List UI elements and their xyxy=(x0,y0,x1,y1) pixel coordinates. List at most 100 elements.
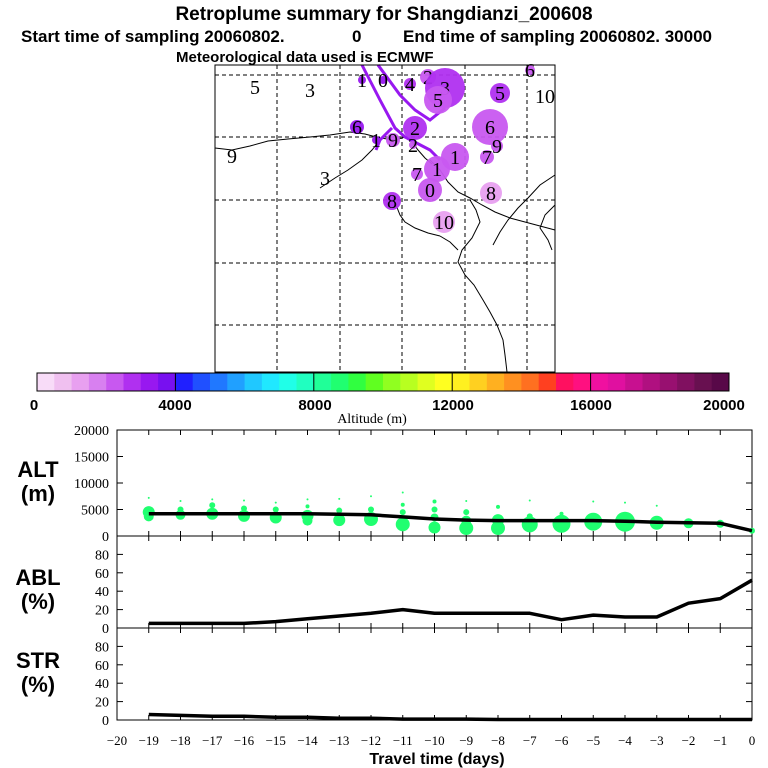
altitude-scatter-point xyxy=(459,521,474,536)
altitude-scatter-point xyxy=(338,497,341,500)
x-tick-label: −13 xyxy=(329,733,349,748)
map-grid xyxy=(215,65,555,372)
map-marker-label: 5 xyxy=(250,77,260,99)
map-marker-label: 0 xyxy=(378,70,388,92)
map-marker-label: 3 xyxy=(320,168,330,190)
colorbar-cell xyxy=(175,373,194,391)
map-marker-label: 6 xyxy=(485,117,495,139)
altitude-scatter-point xyxy=(370,495,372,498)
x-tick-label: −10 xyxy=(424,733,444,748)
series-line xyxy=(148,578,753,626)
altitude-scatter-point xyxy=(431,506,438,513)
colorbar-tick-label: 8000 xyxy=(298,397,331,414)
colorbar-cell xyxy=(365,373,384,391)
y-tick-label: 0 xyxy=(102,714,109,729)
y-tick-label: 0 xyxy=(102,622,109,637)
map-marker-label: 1 xyxy=(432,159,442,181)
y-tick-label: 15000 xyxy=(74,451,109,466)
map-marker-label: 1 xyxy=(357,70,367,92)
colorbar-cell xyxy=(711,373,730,391)
map-marker-label: 8 xyxy=(387,191,397,213)
altitude-scatter-point xyxy=(559,511,564,516)
map-plume-circle xyxy=(490,83,510,103)
colorbar-cell xyxy=(313,373,332,391)
time-series-panels: 0 5000 10000 15000 20000 0 20 40 60 80 0 20 40 60 80 −2… xyxy=(74,424,755,748)
colorbar-cell xyxy=(261,373,280,391)
coastline xyxy=(214,131,556,373)
x-tick-label: −2 xyxy=(682,733,696,748)
map-marker-label: 5 xyxy=(433,90,443,112)
altitude-scatter-point xyxy=(399,509,406,516)
altitude-scatter-point xyxy=(211,498,214,501)
altitude-scatter-point xyxy=(528,499,531,502)
altitude-scatter-point xyxy=(463,509,470,516)
y-tick-label: 80 xyxy=(95,548,109,563)
map-plume-circle xyxy=(350,120,364,134)
altitude-scatter-point xyxy=(302,515,313,526)
colorbar-cell xyxy=(71,373,90,391)
map-plume-circle xyxy=(424,86,452,114)
colorbar-cell xyxy=(659,373,678,391)
altitude-scatter-point xyxy=(395,517,410,532)
end-time-label: End time of sampling 20060802. 30000 xyxy=(403,27,712,46)
y-tick-label: 20 xyxy=(95,696,109,711)
colorbar-cell xyxy=(625,373,643,391)
y-tick-label: 60 xyxy=(95,567,109,582)
map-plume-circle xyxy=(418,178,442,202)
colorbar-tick-label: 4000 xyxy=(158,397,191,414)
y-tick-label: 40 xyxy=(95,585,109,600)
map-marker-label: 10 xyxy=(434,212,454,234)
y-tick-label: 5000 xyxy=(81,504,109,519)
colorbar-tick-label: 12000 xyxy=(432,397,474,414)
map-plume-circle xyxy=(411,168,423,180)
altitude-scatter-point xyxy=(177,506,184,513)
x-tick-label: −7 xyxy=(523,733,537,748)
x-tick-label: −14 xyxy=(297,733,318,748)
altitude-scatter-point xyxy=(306,498,309,501)
start-time-label: Start time of sampling 20060802. xyxy=(21,27,285,46)
colorbar-cells xyxy=(37,373,730,391)
map-marker-label: 1 xyxy=(371,130,381,152)
colorbar-cell xyxy=(504,373,522,391)
alt-panel-label: ALT xyxy=(17,457,59,482)
map-marker-label: 8 xyxy=(486,183,496,205)
colorbar-cell xyxy=(469,373,488,391)
x-tick-label: −4 xyxy=(618,733,632,748)
colorbar-cell xyxy=(227,373,246,391)
colorbar-ticks xyxy=(36,373,730,391)
map-marker-label: 10 xyxy=(535,86,555,108)
str-panel-unit: (%) xyxy=(21,672,55,697)
x-tick-label: −19 xyxy=(139,733,159,748)
map-marker-label: 3 xyxy=(305,80,315,102)
panel-frame xyxy=(116,627,753,721)
map-plume-circle xyxy=(358,76,366,84)
colorbar-cell xyxy=(694,373,713,391)
start-time-value: 0 xyxy=(352,27,361,46)
x-tick-label: −11 xyxy=(393,733,413,748)
colorbar-cell xyxy=(486,373,505,391)
map-panel: 531042355610669192217937108810 xyxy=(214,60,556,373)
map-marker-label: 2 xyxy=(408,135,418,157)
map-marker-label: 9 xyxy=(388,130,398,152)
x-tick-label: −12 xyxy=(361,733,381,748)
colorbar-tick-label: 20000 xyxy=(703,397,745,414)
colorbar-cell xyxy=(383,373,401,391)
x-tick-label: −3 xyxy=(650,733,664,748)
altitude-scatter-point xyxy=(526,513,533,520)
colorbar-cell xyxy=(538,373,557,391)
altitude-scatter-point xyxy=(655,504,658,507)
abl-panel-label: ABL xyxy=(15,565,60,590)
x-tick-label: −15 xyxy=(266,733,286,748)
map-marker-label: 0 xyxy=(425,180,435,202)
map-plume-circle xyxy=(480,150,494,164)
colorbar-cell xyxy=(123,373,142,391)
x-tick-label: −9 xyxy=(459,733,473,748)
altitude-scatter-point xyxy=(368,506,374,513)
x-tick-label: −17 xyxy=(202,733,223,748)
altitude-scatter-point xyxy=(209,502,216,509)
map-marker-label: 7 xyxy=(482,147,492,169)
map-plume-circle xyxy=(433,211,455,233)
map-plume-circle xyxy=(409,141,417,149)
colorbar-cell xyxy=(279,373,297,391)
x-tick-label: −5 xyxy=(586,733,600,748)
